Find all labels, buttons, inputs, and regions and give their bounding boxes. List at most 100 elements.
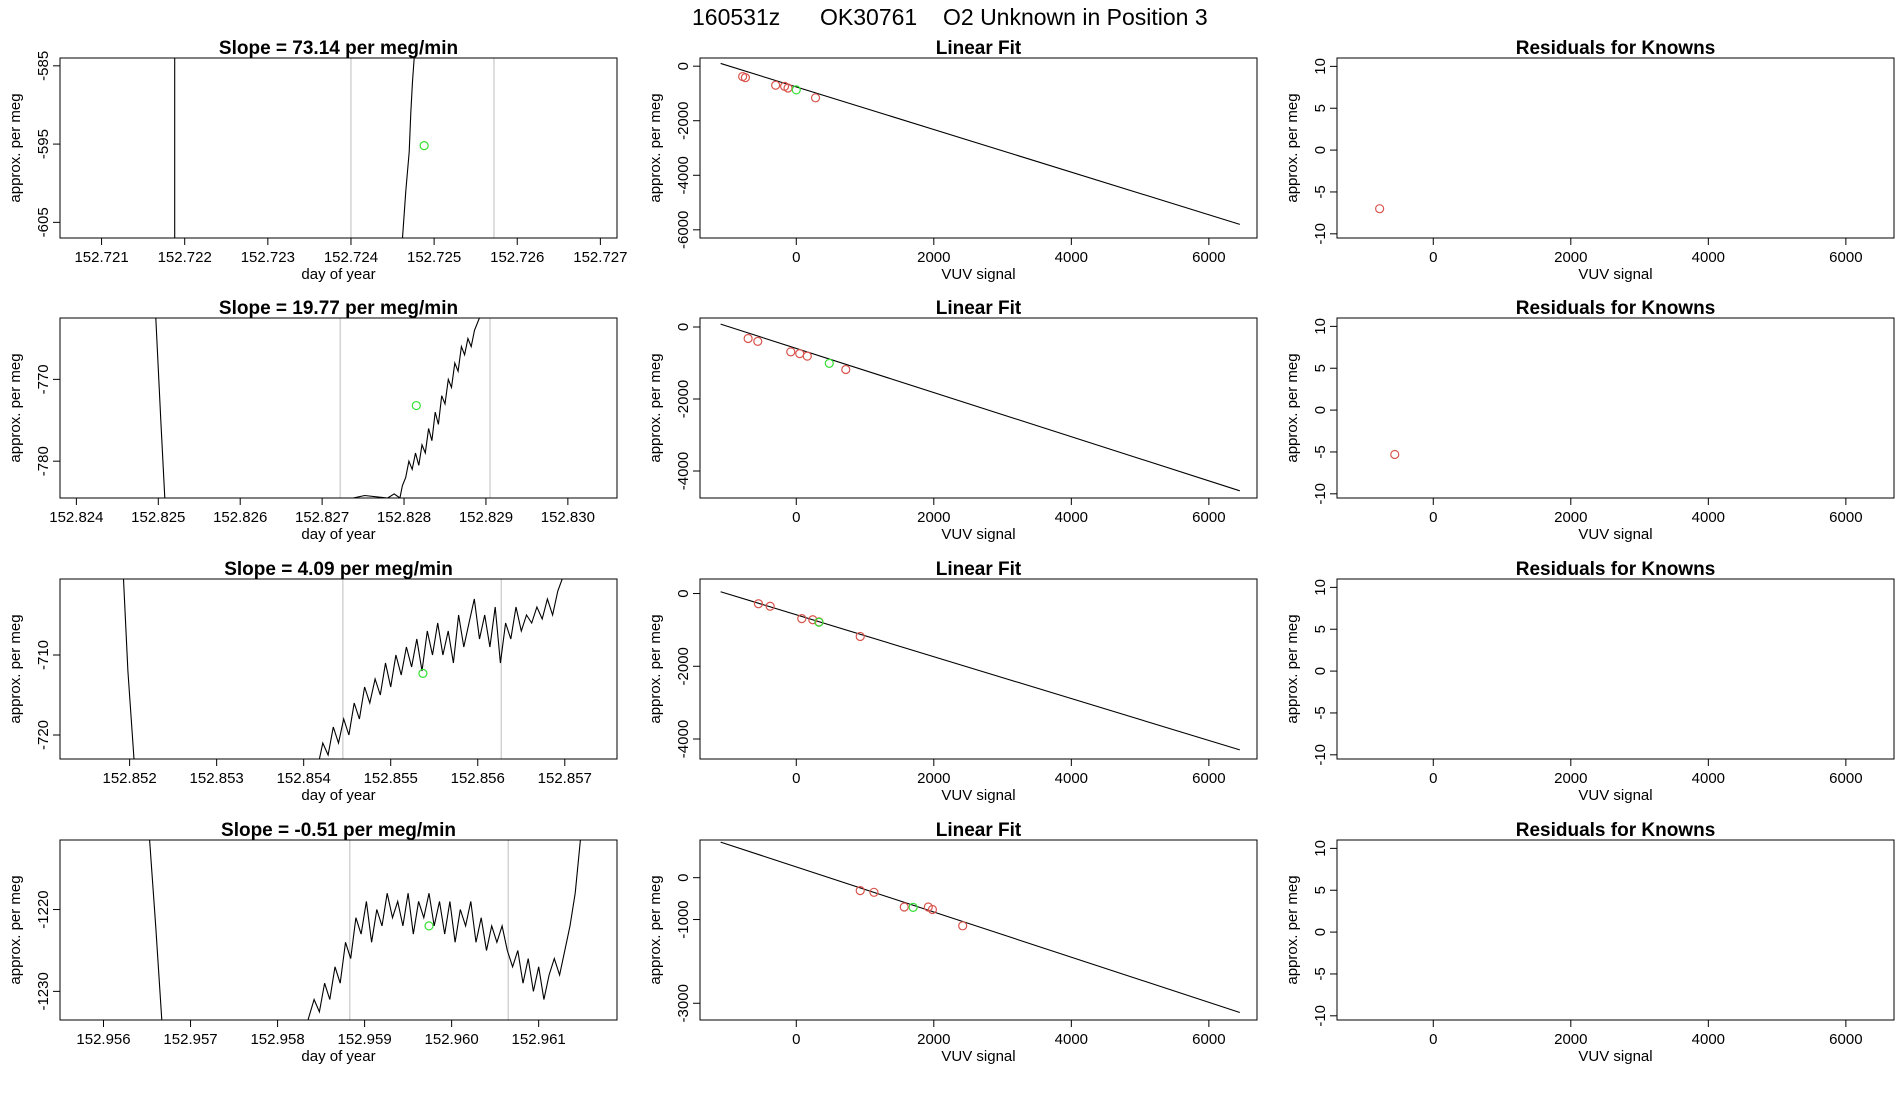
x-tick-label: 152.956: [76, 1031, 130, 1048]
panel-title: Linear Fit: [936, 298, 1022, 319]
figure-title-label: O2 Unknown in Position 3: [943, 4, 1208, 30]
known-point: [808, 615, 818, 625]
y-tick-label: -1000: [675, 900, 692, 938]
known-point: [899, 902, 909, 912]
y-tick-label: 0: [675, 589, 692, 597]
x-tick-label: 4000: [1055, 249, 1088, 266]
x-tick-label: 4000: [1692, 249, 1725, 266]
signal-trace: [318, 579, 563, 759]
plot-area: [122, 579, 563, 759]
y-tick-label: -5: [1312, 185, 1329, 198]
panel-title: Slope = 4.09 per meg/min: [224, 559, 453, 580]
known-point: [740, 73, 750, 83]
y-tick-label: -4000: [675, 156, 692, 194]
signal-trace: [149, 840, 163, 1020]
y-tick-label: -6000: [675, 211, 692, 249]
panel-title: Linear Fit: [936, 38, 1022, 59]
panel-title: Linear Fit: [936, 559, 1022, 580]
x-tick-label: 6000: [1192, 770, 1225, 787]
y-tick-label: -3000: [675, 984, 692, 1022]
y-tick-label: -770: [35, 364, 52, 394]
y-axis-label: approx. per meg: [647, 875, 664, 984]
panel-r1-time: Slope = 73.14 per meg/min 152.721 152.722 1…: [7, 38, 627, 283]
y-tick-label: -2000: [675, 380, 692, 418]
y-axis-label: approx. per meg: [647, 614, 664, 723]
x-axis-label: VUV signal: [941, 266, 1015, 283]
known-point: [802, 351, 812, 361]
plot-frame: [59, 57, 618, 239]
x-tick-label: 152.722: [158, 249, 212, 266]
y-tick-label: -10: [1312, 744, 1329, 766]
x-axis-label: VUV signal: [1578, 1048, 1652, 1065]
y-tick-label: 0: [675, 874, 692, 882]
x-tick-label: 152.852: [103, 770, 157, 787]
known-point: [795, 349, 805, 359]
x-tick-label: 152.857: [538, 770, 592, 787]
x-tick-label: 4000: [1692, 770, 1725, 787]
x-tick-label: 6000: [1829, 249, 1862, 266]
y-tick-label: 0: [1312, 146, 1329, 154]
x-tick-label: 152.959: [337, 1031, 391, 1048]
y-axis-label: approx. per meg: [647, 93, 664, 202]
y-tick-label: -10: [1312, 1005, 1329, 1027]
known-point: [783, 83, 793, 93]
y-tick-label: -585: [35, 51, 52, 81]
known-point: [927, 904, 938, 915]
y-axis-label: approx. per meg: [647, 353, 664, 462]
x-tick-label: 2000: [1554, 1031, 1587, 1048]
unknown-point: [419, 141, 429, 151]
unknown-point: [908, 902, 918, 912]
panel-r2-resid: Residuals for Knowns 0 2000 4000 6000 10 5 0 -5 -…: [1284, 298, 1895, 543]
known-point: [771, 80, 781, 90]
signal-trace: [122, 579, 135, 759]
x-tick-label: 152.824: [49, 509, 103, 526]
unknown-point: [814, 617, 824, 627]
x-tick-label: 2000: [917, 1031, 950, 1048]
panel-r3-fit: Linear Fit 0 2000 4000 6000 0 -2000 -4000 VUV si…: [647, 559, 1258, 804]
y-tick-label: 5: [1312, 104, 1329, 112]
x-tick-label: 152.958: [250, 1031, 304, 1048]
panel-title: Linear Fit: [936, 820, 1022, 841]
signal-trace: [401, 58, 415, 238]
plot-area: [720, 591, 1240, 751]
x-axis-label: VUV signal: [941, 526, 1015, 543]
x-tick-label: 2000: [1554, 509, 1587, 526]
y-axis-label: approx. per meg: [7, 614, 24, 723]
known-point: [855, 886, 865, 896]
y-tick-label: -4000: [675, 452, 692, 490]
x-axis-label: VUV signal: [1578, 526, 1652, 543]
plot-frame: [699, 578, 1258, 760]
y-tick-label: 5: [1312, 625, 1329, 633]
panel-r1-fit: Linear Fit 0 2000 4000 6000 0 -2000 -4000 -6000 V…: [647, 38, 1258, 283]
y-axis-label: approx. per meg: [1284, 93, 1301, 202]
x-axis-label: VUV signal: [1578, 787, 1652, 804]
plot-frame: [1336, 57, 1895, 239]
x-tick-label: 4000: [1692, 1031, 1725, 1048]
plot-area: [1390, 449, 1400, 460]
known-point: [786, 347, 796, 357]
x-tick-label: 152.854: [277, 770, 331, 787]
plot-area: [149, 840, 581, 1020]
panel-title: Residuals for Knowns: [1516, 298, 1716, 319]
x-tick-label: 0: [792, 509, 800, 526]
known-point: [743, 333, 753, 344]
x-tick-label: 6000: [1192, 509, 1225, 526]
y-tick-label: 10: [1312, 58, 1329, 75]
x-tick-label: 2000: [1554, 770, 1587, 787]
y-tick-label: -1220: [35, 890, 52, 928]
y-tick-label: -4000: [675, 720, 692, 758]
x-tick-label: 152.727: [573, 249, 627, 266]
known-point: [797, 614, 807, 624]
y-tick-label: -1230: [35, 972, 52, 1010]
panel-title: Slope = 73.14 per meg/min: [219, 38, 458, 59]
x-tick-label: 0: [792, 770, 800, 787]
known-point: [1390, 449, 1400, 460]
x-tick-label: 2000: [917, 770, 950, 787]
x-axis-label: day of year: [301, 526, 375, 543]
y-tick-label: 10: [1312, 318, 1329, 335]
y-axis-label: approx. per meg: [1284, 353, 1301, 462]
known-point: [753, 599, 764, 609]
plot-area: [720, 323, 1240, 492]
plot-frame: [1336, 839, 1895, 1021]
y-tick-label: 0: [1312, 406, 1329, 414]
